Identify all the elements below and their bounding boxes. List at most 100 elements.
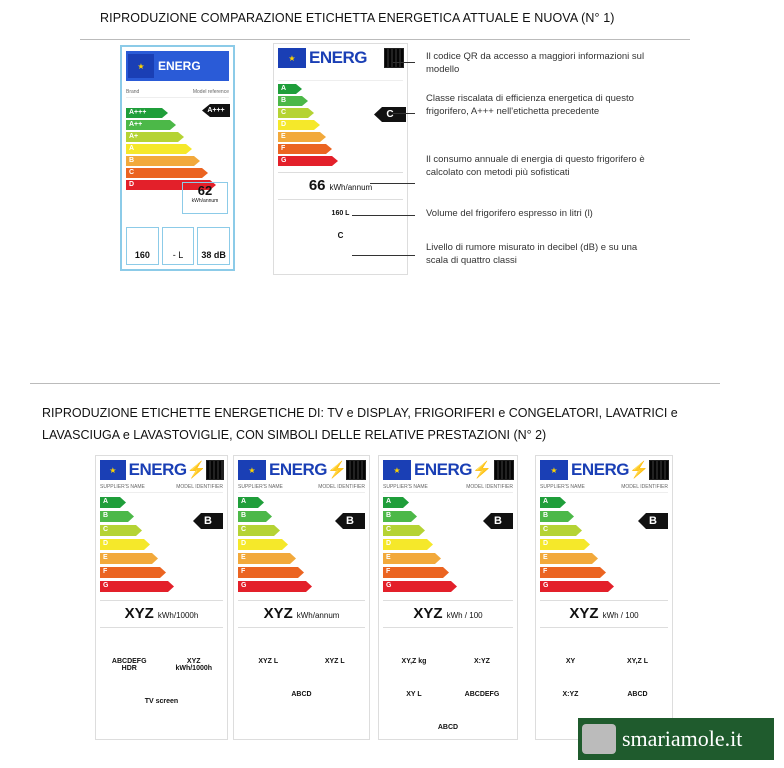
unit: kWh/1000h [157, 611, 199, 620]
energy-class-bar-G: G [383, 581, 457, 592]
watermark-text: smariamole.it [622, 726, 743, 751]
supplier-name: SUPPLIER'S NAME [383, 484, 428, 490]
lightning-icon: ⚡ [471, 462, 492, 479]
unit: kWh/annum [191, 198, 219, 204]
energy-class-bar-A+++: A+++ [126, 108, 168, 118]
pointer [393, 113, 415, 114]
performance-icon: ABCD [627, 691, 648, 698]
eu-flag-icon: ★ [383, 460, 411, 480]
energy-class-bar-A: A [126, 144, 192, 154]
energy-class-bar-C: C [126, 168, 208, 178]
performance-icon: X:YZ [562, 691, 579, 698]
qr-code-icon [649, 460, 669, 480]
energy-class-bar-A: A [383, 497, 409, 508]
energy-class-bar-A: A [238, 497, 264, 508]
energy-class-bar-D: D [238, 539, 288, 550]
energy-class-bar-G: G [100, 581, 174, 592]
energy-class-bar-A: A [278, 84, 302, 94]
energy-class-bar-E: E [100, 553, 158, 564]
energy-class-bar-B: B [383, 511, 417, 522]
performance-icon: XY,Z L [626, 658, 648, 665]
performance-icon: ABCDEFG [464, 691, 500, 698]
energy-class-bar-F: F [278, 144, 332, 154]
energy-logo: ENERG [571, 460, 629, 479]
title-line: RIPRODUZIONE ETICHETTE ENERGETICHE DI: T… [42, 406, 678, 420]
qr-code-icon [205, 460, 225, 480]
rating-arrow: B [193, 513, 223, 529]
rating-arrow: B [483, 513, 513, 529]
qr-code-icon [346, 460, 366, 480]
energy-class-bar-A+: A+ [126, 132, 184, 142]
freezer-volume: - L [161, 227, 195, 265]
section1-title: RIPRODUZIONE COMPARAZIONE ETICHETTA ENER… [100, 11, 615, 25]
eu-flag-icon: ★ [100, 460, 126, 480]
performance-icon: XYZ kWh/1000h [175, 658, 213, 672]
supplier-name: SUPPLIER'S NAME [238, 484, 283, 490]
performance-icon: ABCD [291, 691, 312, 698]
energy-logo: ENERG [269, 460, 327, 479]
energy-logo: ENERG [128, 460, 187, 479]
unit: kWh/annum [329, 183, 373, 192]
unit: kWh / 100 [602, 611, 639, 620]
rating-arrow: B [638, 513, 668, 529]
consumption: 62 [197, 183, 213, 198]
energy-class-bar-E: E [540, 553, 598, 564]
energy-class-bar-A: A [540, 497, 566, 508]
energy-class-bar-D: D [383, 539, 433, 550]
model: Model reference [192, 89, 229, 95]
model-identifier: MODEL IDENTIFIER [176, 484, 223, 490]
consumption: XYZ [569, 605, 599, 622]
annotation-qr: Il codice QR da accesso a maggiori infor… [426, 51, 645, 75]
eu-flag-icon: ★ [540, 460, 568, 480]
energy-logo: ENERG [414, 460, 472, 479]
energy-class-bar-D: D [100, 539, 150, 550]
consumption: 66 [308, 177, 326, 194]
divider [80, 39, 690, 40]
old-energy-label: ★ ENERG Brand Model reference A+++ A++ A+ A B C… [120, 45, 235, 271]
unit: kWh/annum [296, 611, 340, 620]
noise: 38 dB [197, 227, 231, 265]
pointer [352, 215, 415, 216]
eu-flag-icon: ★ [128, 54, 154, 78]
performance-icon: ABCDEFG HDR [111, 658, 147, 672]
energy-class-bar-B: B [100, 511, 134, 522]
energy-class-bar-E: E [383, 553, 441, 564]
annotation-noise: Livello di rumore misurato in decibel (d… [426, 242, 638, 266]
energy-logo: ENERG [309, 48, 367, 67]
rating-arrow: B [335, 513, 365, 529]
volume: 160 L [331, 210, 350, 217]
consumption: XYZ [263, 605, 293, 622]
energy-class-bar-F: F [540, 567, 606, 578]
model-identifier: MODEL IDENTIFIER [466, 484, 513, 490]
energy-class-bar-C: C [278, 108, 314, 118]
pointer [352, 255, 415, 256]
energy-class-bar-D: D [278, 120, 320, 130]
lightning-icon: ⚡ [186, 462, 207, 479]
rating-arrow: A+++ [202, 104, 230, 117]
eu-flag-icon: ★ [238, 460, 266, 480]
watermark: smariamole.it [578, 718, 774, 760]
watermark-image [582, 724, 616, 754]
performance-icon: TV screen [144, 698, 179, 705]
energy-class-bar-A: A [100, 497, 126, 508]
energy-label-3: ★ ENERG ⚡ SUPPLIER'S NAME MODEL IDENTIFIER … [378, 455, 518, 740]
energy-class-bar-C: C [383, 525, 425, 536]
pointer [393, 62, 415, 63]
performance-icon: XY [565, 658, 576, 665]
energy-class-bar-B: B [238, 511, 272, 522]
annotation-volume: Volume del frigorifero espresso in litri… [426, 208, 593, 219]
qr-code-icon [494, 460, 514, 480]
energy-class-bar-F: F [100, 567, 166, 578]
energy-label-1: ★ ENERG ⚡ SUPPLIER'S NAME MODEL IDENTIFIER … [95, 455, 228, 740]
energy-class-bar-B: B [540, 511, 574, 522]
divider [30, 383, 720, 384]
energy-class-bar-G: G [540, 581, 614, 592]
energy-label-4: ★ ENERG ⚡ SUPPLIER'S NAME MODEL IDENTIFIER … [535, 455, 673, 740]
unit: kWh / 100 [446, 611, 483, 620]
energy-class-bar-G: G [278, 156, 338, 166]
energy-class-bar-C: C [238, 525, 280, 536]
energy-class-bar-E: E [278, 132, 326, 142]
performance-icon: XYZ L [324, 658, 345, 665]
performance-icon: X:YZ [474, 658, 490, 665]
